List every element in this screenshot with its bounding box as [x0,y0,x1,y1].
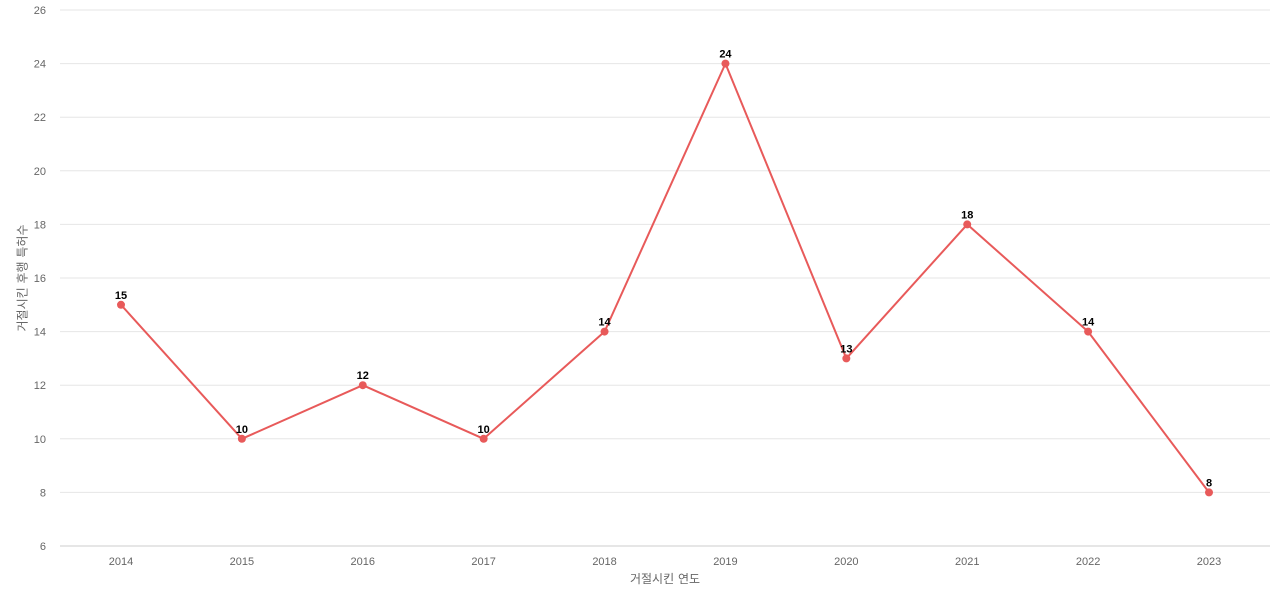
y-tick-label: 18 [34,219,46,231]
data-point[interactable] [1084,327,1093,336]
data-label: 10 [478,424,490,436]
x-axis-ticks: 2014 2015 2016 2017 2018 2019 2020 2021 2022 2023 [109,556,1221,568]
y-tick-label: 24 [34,59,46,71]
y-axis-title: 거절시킨 후행 특허수 [15,225,30,332]
y-tick-label: 20 [34,166,46,178]
data-label: 18 [961,209,973,221]
data-point[interactable] [842,354,851,363]
x-tick-label: 2015 [230,556,254,568]
data-label: 14 [598,317,611,329]
x-tick-label: 2016 [351,556,375,568]
data-label: 14 [1082,317,1095,329]
x-tick-label: 2017 [471,556,495,568]
series-line [120,62,1210,494]
data-point[interactable] [479,434,488,443]
y-tick-label: 26 [34,5,46,17]
y-tick-label: 12 [34,380,46,392]
data-point[interactable] [721,59,730,68]
y-tick-label: 14 [34,327,46,339]
x-axis-title: 거절시킨 연도 [630,572,700,586]
x-tick-label: 2023 [1197,556,1221,568]
x-tick-label: 2019 [713,556,737,568]
data-label: 8 [1206,477,1212,489]
data-label: 15 [115,290,127,302]
data-labels: 15 10 12 10 14 24 13 18 14 8 [115,49,1212,490]
x-tick-label: 2022 [1076,556,1100,568]
data-point[interactable] [117,300,125,309]
y-tick-label: 16 [34,273,46,285]
data-point[interactable] [358,381,367,390]
grid-lines [60,9,1270,547]
y-axis-ticks: 6 8 10 12 14 16 18 20 22 24 26 [34,5,46,553]
data-point[interactable] [237,434,246,443]
data-label: 13 [840,343,852,355]
y-tick-label: 6 [40,541,46,553]
x-tick-label: 2014 [109,556,133,568]
data-label: 24 [719,49,732,61]
y-tick-label: 22 [34,112,46,124]
data-label: 12 [357,370,369,382]
y-tick-label: 8 [40,487,46,499]
data-point[interactable] [1205,488,1213,497]
series-group [117,59,1213,497]
data-point[interactable] [963,220,972,229]
x-tick-label: 2021 [955,556,979,568]
data-label: 10 [236,424,248,436]
x-tick-label: 2020 [834,556,858,568]
y-tick-label: 10 [34,434,46,446]
data-point[interactable] [600,327,609,336]
x-tick-label: 2018 [592,556,616,568]
